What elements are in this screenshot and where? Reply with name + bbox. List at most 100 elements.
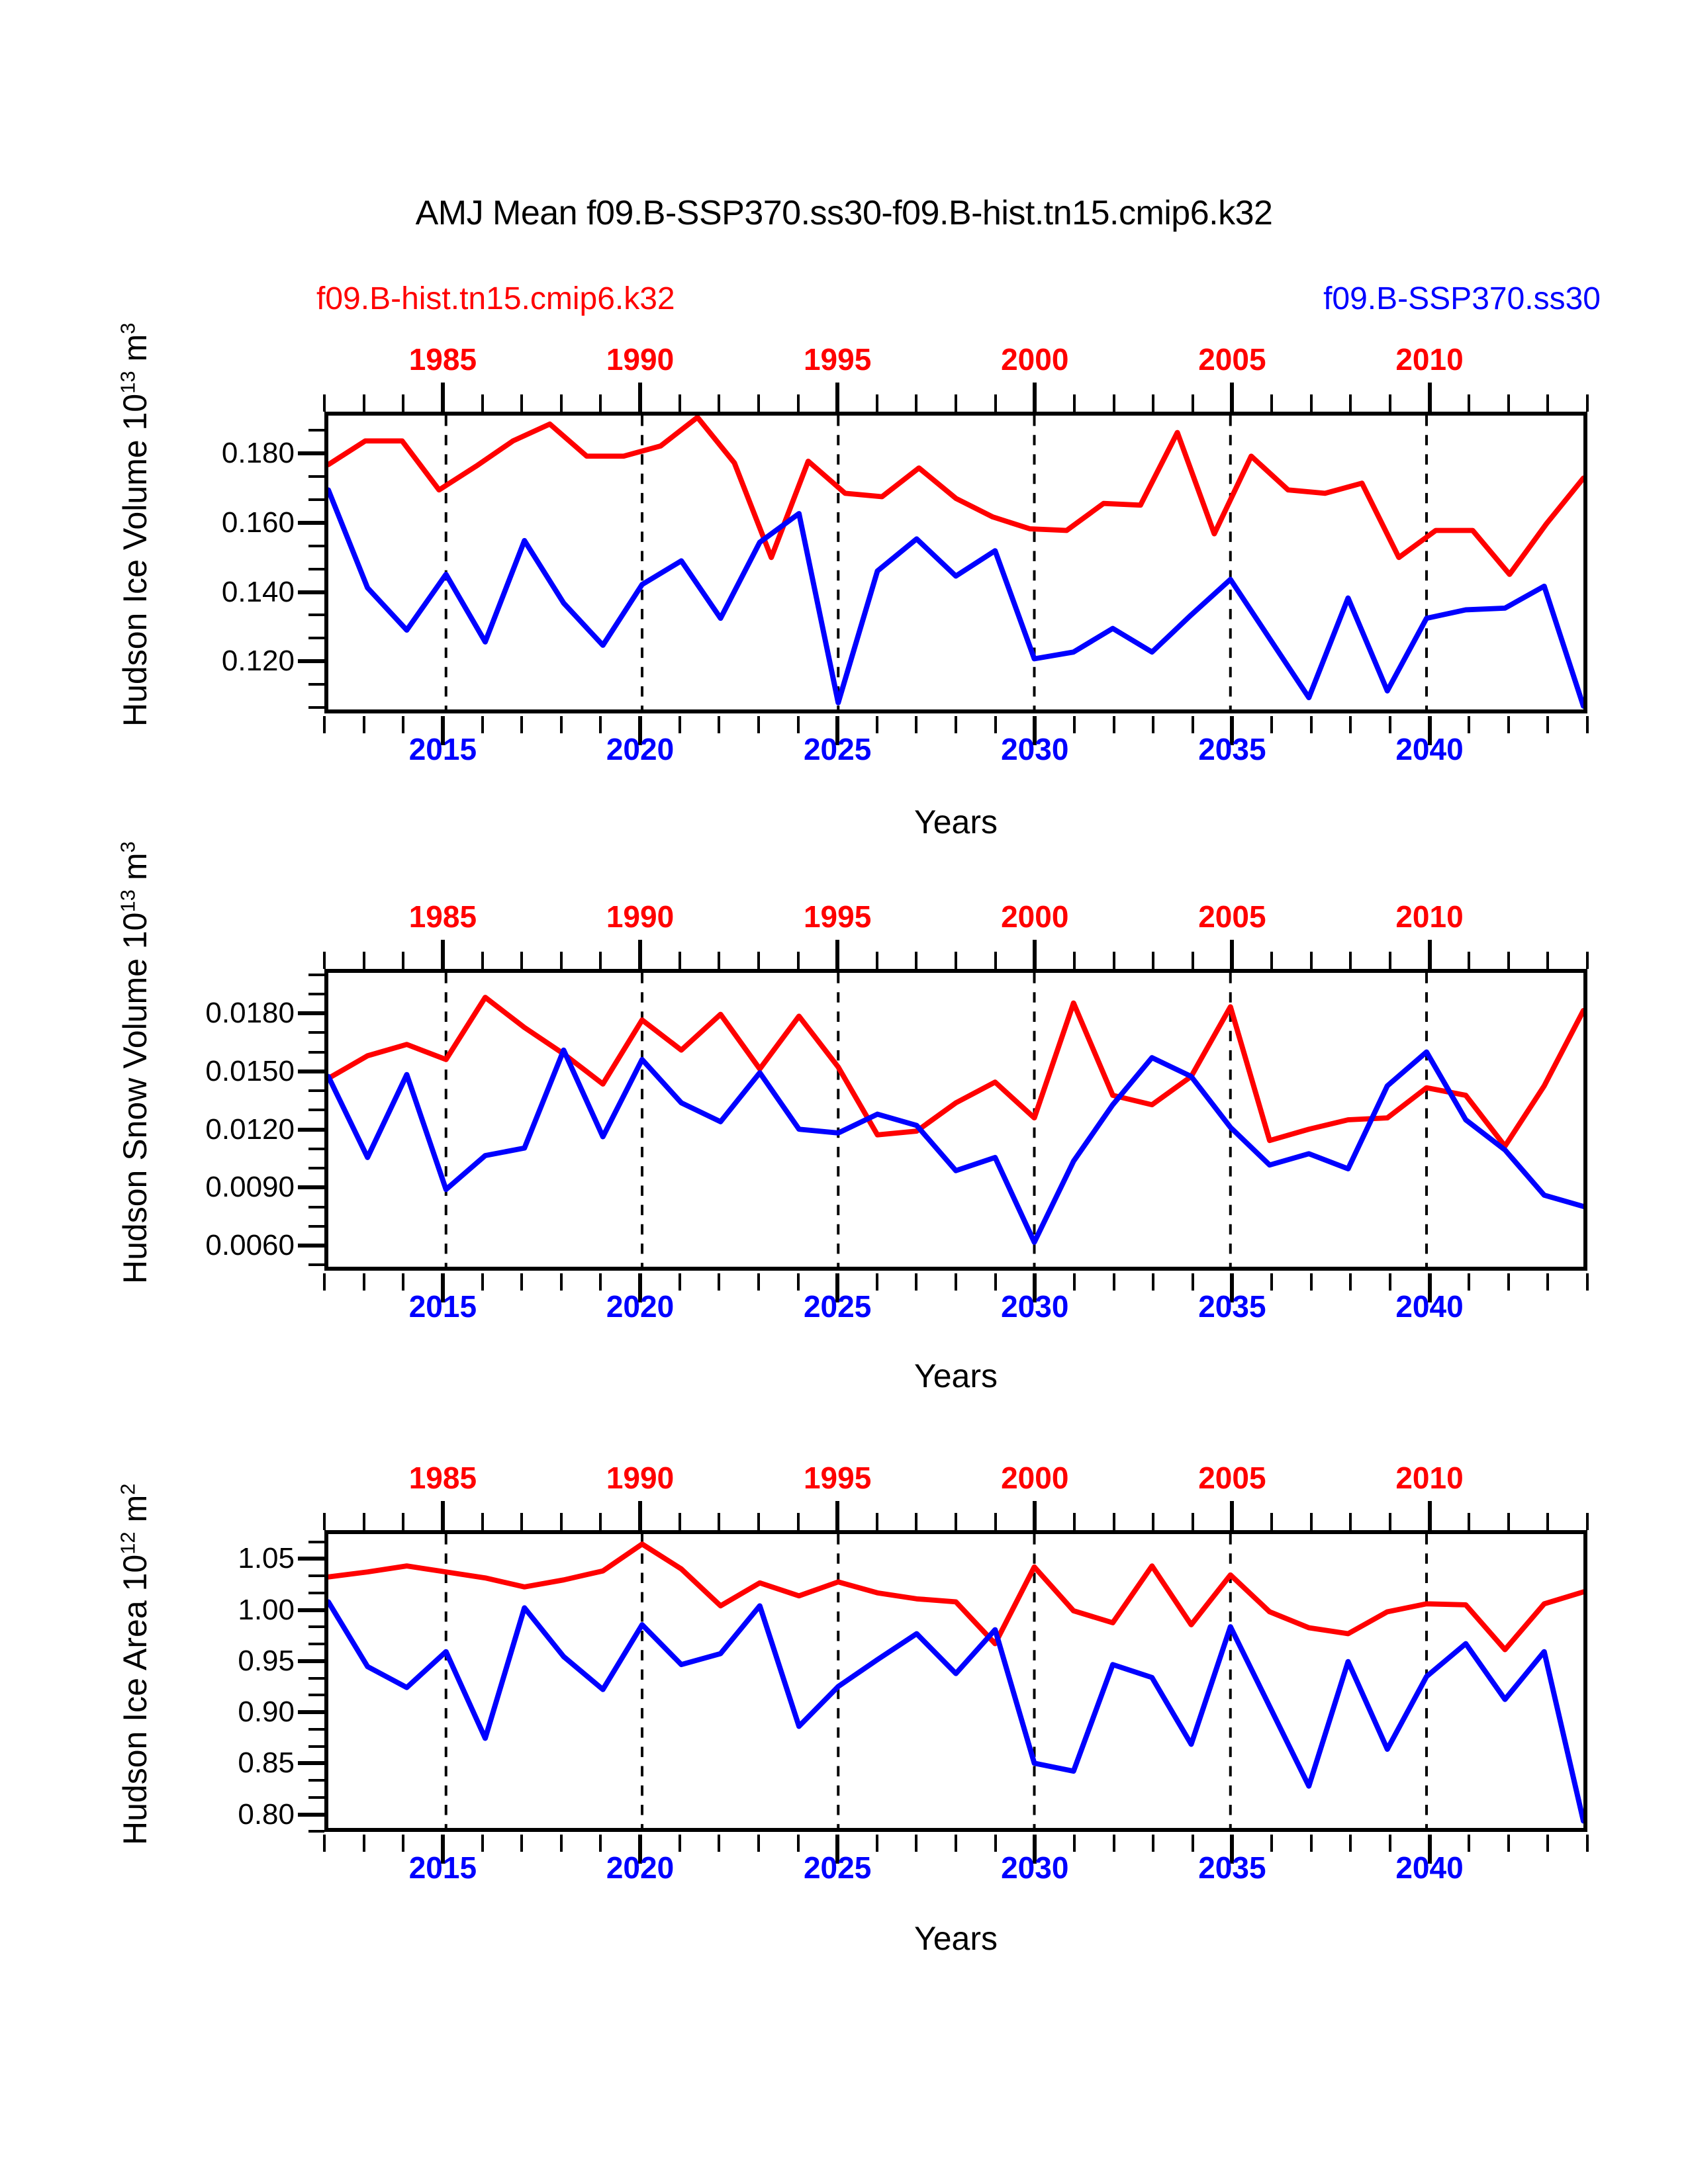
y-tick-major	[298, 1710, 324, 1715]
x-tick-label-historical-year: 1990	[606, 899, 675, 934]
y-tick-major	[298, 1244, 324, 1248]
y-tick-label: 0.0180	[205, 997, 295, 1030]
x-tick-label-historical-year: 2010	[1395, 1461, 1464, 1495]
x-tick-major-bottom	[835, 1835, 840, 1864]
y-tick-minor	[308, 544, 324, 547]
x-tick-minor-top	[402, 952, 405, 969]
x-tick-minor-top	[1309, 394, 1313, 412]
x-tick-major-top	[1033, 1501, 1037, 1530]
x-tick-major-bottom	[440, 1835, 445, 1864]
x-tick-minor-bottom	[362, 1835, 365, 1852]
x-tick-minor-bottom	[955, 1835, 957, 1852]
x-tick-minor-top	[1586, 394, 1589, 412]
x-tick-minor-bottom	[1191, 1273, 1194, 1291]
plot-canvas	[328, 1534, 1583, 1828]
x-tick-minor-bottom	[1270, 1835, 1273, 1852]
y-tick-minor	[308, 1796, 324, 1799]
x-tick-major-top	[638, 1501, 642, 1530]
x-tick-minor-top	[875, 394, 878, 412]
x-tick-minor-top	[1112, 1513, 1115, 1530]
x-tick-label-ssp-year: 2030	[1001, 1289, 1069, 1324]
x-tick-minor-top	[1507, 394, 1510, 412]
x-tick-major-bottom	[440, 1273, 445, 1302]
x-tick-label-historical-year: 1995	[803, 1461, 872, 1495]
x-tick-minor-top	[481, 1513, 484, 1530]
x-tick-minor-top	[599, 1513, 602, 1530]
x-tick-label-historical-year: 2010	[1395, 342, 1464, 377]
x-tick-label-historical-year: 1995	[803, 899, 872, 934]
x-tick-label-ssp-year: 2040	[1395, 732, 1464, 766]
x-tick-minor-bottom	[1546, 716, 1550, 733]
x-tick-label-historical-year: 1995	[803, 342, 872, 377]
x-tick-label-ssp-year: 2015	[408, 1289, 477, 1324]
y-tick-major	[298, 1659, 324, 1663]
x-tick-minor-bottom	[323, 1835, 326, 1852]
y-tick-minor	[308, 614, 324, 617]
y-tick-label: 1.00	[238, 1593, 295, 1626]
y-axis-title: Hudson Snow Volume 1013 m3	[116, 841, 154, 1284]
x-tick-minor-bottom	[875, 716, 878, 733]
x-tick-minor-bottom	[599, 1835, 602, 1852]
x-tick-minor-top	[323, 1513, 326, 1530]
x-tick-minor-top	[994, 1513, 997, 1530]
x-tick-minor-bottom	[1468, 716, 1471, 733]
x-tick-minor-top	[1349, 952, 1352, 969]
y-tick-minor	[308, 1727, 324, 1731]
x-tick-minor-bottom	[1309, 1835, 1313, 1852]
y-tick-label: 0.0090	[205, 1171, 295, 1204]
x-tick-minor-bottom	[1468, 1273, 1471, 1291]
x-tick-minor-top	[1152, 1513, 1155, 1530]
x-tick-minor-bottom	[994, 1835, 997, 1852]
x-tick-major-bottom	[1427, 1273, 1432, 1302]
x-tick-label-ssp-year: 2020	[606, 1850, 675, 1885]
y-tick-major	[298, 520, 324, 525]
x-tick-minor-top	[481, 394, 484, 412]
x-tick-minor-top	[718, 1513, 721, 1530]
x-tick-minor-top	[678, 1513, 681, 1530]
x-tick-minor-bottom	[402, 716, 405, 733]
y-tick-label: 0.90	[238, 1696, 295, 1729]
x-tick-minor-top	[362, 1513, 365, 1530]
x-tick-major-top	[1230, 940, 1235, 969]
y-tick-major	[298, 1812, 324, 1817]
x-tick-minor-top	[481, 952, 484, 969]
x-tick-minor-bottom	[1586, 1273, 1589, 1291]
x-tick-label-ssp-year: 2025	[803, 1289, 872, 1324]
x-tick-minor-bottom	[955, 716, 957, 733]
x-tick-minor-bottom	[1349, 1273, 1352, 1291]
x-tick-major-bottom	[1033, 716, 1037, 745]
y-tick-label: 0.140	[221, 575, 295, 608]
x-tick-minor-bottom	[520, 1273, 524, 1291]
x-tick-label-ssp-year: 2015	[408, 1850, 477, 1885]
x-tick-minor-bottom	[1546, 1273, 1550, 1291]
y-axis-title-exponent: 13	[116, 889, 140, 913]
x-tick-minor-bottom	[1507, 716, 1510, 733]
y-tick-label: 0.120	[221, 645, 295, 678]
x-tick-minor-bottom	[678, 716, 681, 733]
x-tick-minor-top	[1072, 394, 1076, 412]
x-tick-major-top	[440, 940, 445, 969]
x-tick-label-ssp-year: 2040	[1395, 1850, 1464, 1885]
x-tick-minor-top	[1072, 952, 1076, 969]
x-tick-major-top	[1230, 383, 1235, 412]
x-tick-minor-top	[1309, 1513, 1313, 1530]
x-tick-minor-top	[1191, 952, 1194, 969]
y-tick-major	[298, 1761, 324, 1766]
x-tick-minor-top	[718, 394, 721, 412]
x-tick-minor-bottom	[1507, 1835, 1510, 1852]
x-tick-minor-bottom	[875, 1835, 878, 1852]
x-tick-minor-top	[1468, 394, 1471, 412]
x-tick-minor-bottom	[796, 1273, 800, 1291]
y-tick-minor	[308, 1830, 324, 1833]
y-tick-major	[298, 1557, 324, 1561]
y-tick-label: 0.0150	[205, 1054, 295, 1087]
x-tick-major-bottom	[638, 1273, 642, 1302]
x-tick-minor-bottom	[323, 1273, 326, 1291]
x-tick-minor-bottom	[1586, 1835, 1589, 1852]
x-tick-label-ssp-year: 2035	[1198, 1289, 1266, 1324]
x-tick-minor-bottom	[481, 1273, 484, 1291]
x-tick-minor-top	[599, 952, 602, 969]
x-tick-minor-bottom	[718, 1273, 721, 1291]
y-tick-minor	[308, 1089, 324, 1093]
x-tick-major-top	[835, 940, 840, 969]
